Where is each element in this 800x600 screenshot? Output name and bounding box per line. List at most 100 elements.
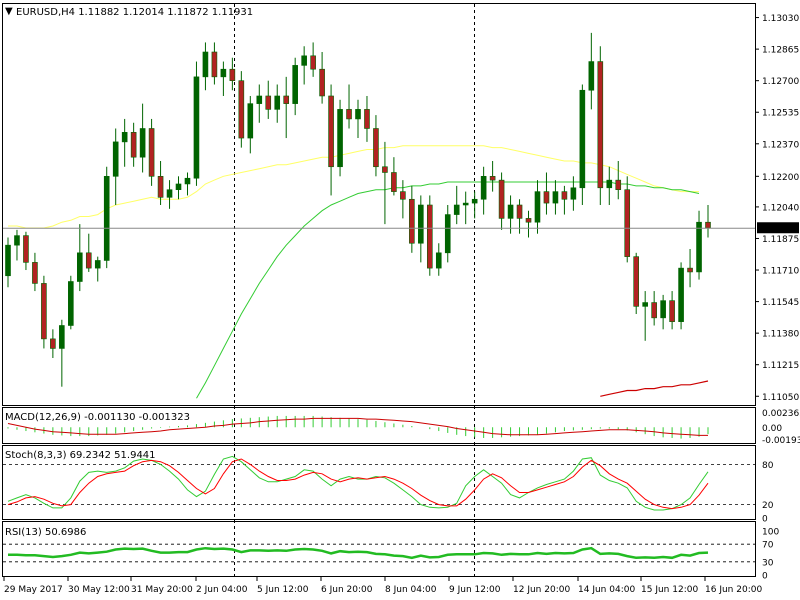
price-plot bbox=[5, 32, 711, 399]
candle-body bbox=[103, 176, 110, 261]
candle bbox=[642, 291, 648, 341]
ma-red-line bbox=[600, 380, 709, 397]
candle bbox=[498, 172, 505, 230]
stoch-panel-title: Stoch(8,3,3) 69.2342 51.9441 bbox=[5, 450, 156, 461]
candle-body bbox=[489, 176, 496, 181]
candle bbox=[355, 99, 361, 139]
candle-body bbox=[498, 179, 505, 219]
candle-body bbox=[130, 132, 137, 158]
y-tick-label: 0.002363 bbox=[762, 409, 800, 419]
candle bbox=[68, 275, 74, 330]
candle bbox=[507, 195, 514, 234]
y-tick-label: 1.11215 bbox=[762, 361, 799, 371]
candle bbox=[283, 76, 290, 139]
candle bbox=[14, 229, 20, 261]
candle bbox=[435, 243, 442, 276]
candle bbox=[5, 237, 11, 288]
candle-body bbox=[624, 189, 631, 257]
rsi-plot bbox=[3, 543, 755, 563]
macd-panel-title: MACD(12,26,9) -0.001130 -0.001323 bbox=[5, 412, 190, 423]
candle-body bbox=[166, 189, 173, 198]
candle-body bbox=[68, 281, 74, 326]
candle-body bbox=[301, 55, 307, 66]
candle-body bbox=[660, 300, 666, 319]
y-tick-label: 1.11875 bbox=[762, 235, 799, 245]
candle-body bbox=[435, 252, 442, 269]
candle bbox=[678, 262, 684, 330]
x-tick-label: 31 May 20:00 bbox=[131, 585, 193, 595]
y-tick-label: 1.11380 bbox=[762, 330, 799, 340]
candle bbox=[624, 176, 631, 263]
x-tick-label: 14 Jun 04:00 bbox=[578, 585, 635, 595]
candle-body bbox=[50, 338, 56, 349]
candle bbox=[346, 84, 352, 129]
candle-body bbox=[364, 109, 370, 129]
candle-body bbox=[391, 172, 397, 192]
candle-body bbox=[229, 68, 236, 81]
candle-body bbox=[579, 89, 586, 189]
candle-body bbox=[651, 302, 657, 319]
candle-body bbox=[5, 244, 11, 277]
stoch-main-line bbox=[7, 455, 709, 511]
y-tick-label: 1.12865 bbox=[762, 46, 799, 56]
candle bbox=[337, 99, 343, 177]
candle-body bbox=[669, 300, 675, 322]
stoch-signal-line bbox=[7, 458, 709, 510]
stoch-panel-frame bbox=[2, 445, 756, 520]
macd-signal-line bbox=[7, 417, 708, 436]
candle bbox=[543, 172, 550, 215]
candle-body bbox=[480, 176, 487, 200]
candle bbox=[193, 61, 200, 186]
candle bbox=[247, 95, 254, 154]
x-tick-label: 12 Jun 20:00 bbox=[513, 585, 570, 595]
candle bbox=[651, 291, 657, 326]
candle-body bbox=[292, 65, 298, 104]
candle bbox=[310, 42, 316, 77]
candle-body bbox=[202, 51, 209, 78]
y-tick-label: 0.00 bbox=[762, 424, 782, 434]
candle-body bbox=[507, 204, 514, 219]
candle bbox=[606, 166, 613, 205]
x-tick-label: 16 Jun 20:00 bbox=[705, 585, 762, 595]
x-tick-label: 2 Jun 04:00 bbox=[196, 585, 248, 595]
y-tick-label: 20 bbox=[762, 501, 774, 511]
x-tick-label: 30 May 12:00 bbox=[68, 585, 130, 595]
candle bbox=[103, 166, 110, 269]
candle-body bbox=[32, 262, 38, 284]
candle bbox=[552, 180, 559, 215]
y-tick-label: 1.11545 bbox=[762, 298, 799, 308]
candle bbox=[238, 71, 245, 148]
candle bbox=[139, 103, 146, 173]
candle bbox=[400, 180, 406, 219]
candle bbox=[444, 205, 451, 263]
stoch-plot bbox=[3, 455, 755, 511]
candle bbox=[130, 122, 137, 167]
y-axis-labels: 1.13030 1.12865 1.12700 1.12535 1.12370 1.122… bbox=[755, 14, 800, 582]
y-tick-label: 1.12370 bbox=[762, 140, 799, 150]
price-title-arrow: ▼ bbox=[5, 6, 13, 17]
candle-body bbox=[633, 256, 640, 307]
candle bbox=[85, 233, 92, 272]
x-tick-label: 6 Jun 20:00 bbox=[321, 585, 373, 595]
candle bbox=[94, 256, 101, 282]
candle-body bbox=[705, 221, 711, 229]
x-axis-labels: 29 May 2017 30 May 12:00 31 May 20:00 2 Jun… bbox=[3, 577, 762, 595]
y-tick-label: 0 bbox=[762, 572, 768, 582]
candle-body bbox=[642, 302, 648, 307]
candle-body bbox=[328, 95, 334, 168]
candle bbox=[175, 176, 182, 200]
candle bbox=[373, 115, 379, 177]
candle bbox=[76, 224, 83, 292]
candle bbox=[157, 161, 164, 205]
candle-body bbox=[238, 80, 245, 139]
y-tick-label: 100 bbox=[762, 528, 779, 538]
x-tick-label: 8 Jun 04:00 bbox=[385, 585, 437, 595]
candle-body bbox=[525, 218, 532, 223]
x-tick-label: 9 Jun 12:00 bbox=[449, 585, 501, 595]
candle bbox=[274, 84, 281, 123]
candle bbox=[319, 51, 325, 104]
x-tick-label: 5 Jun 12:00 bbox=[257, 585, 309, 595]
candle-body bbox=[382, 166, 388, 173]
candle bbox=[148, 118, 155, 186]
